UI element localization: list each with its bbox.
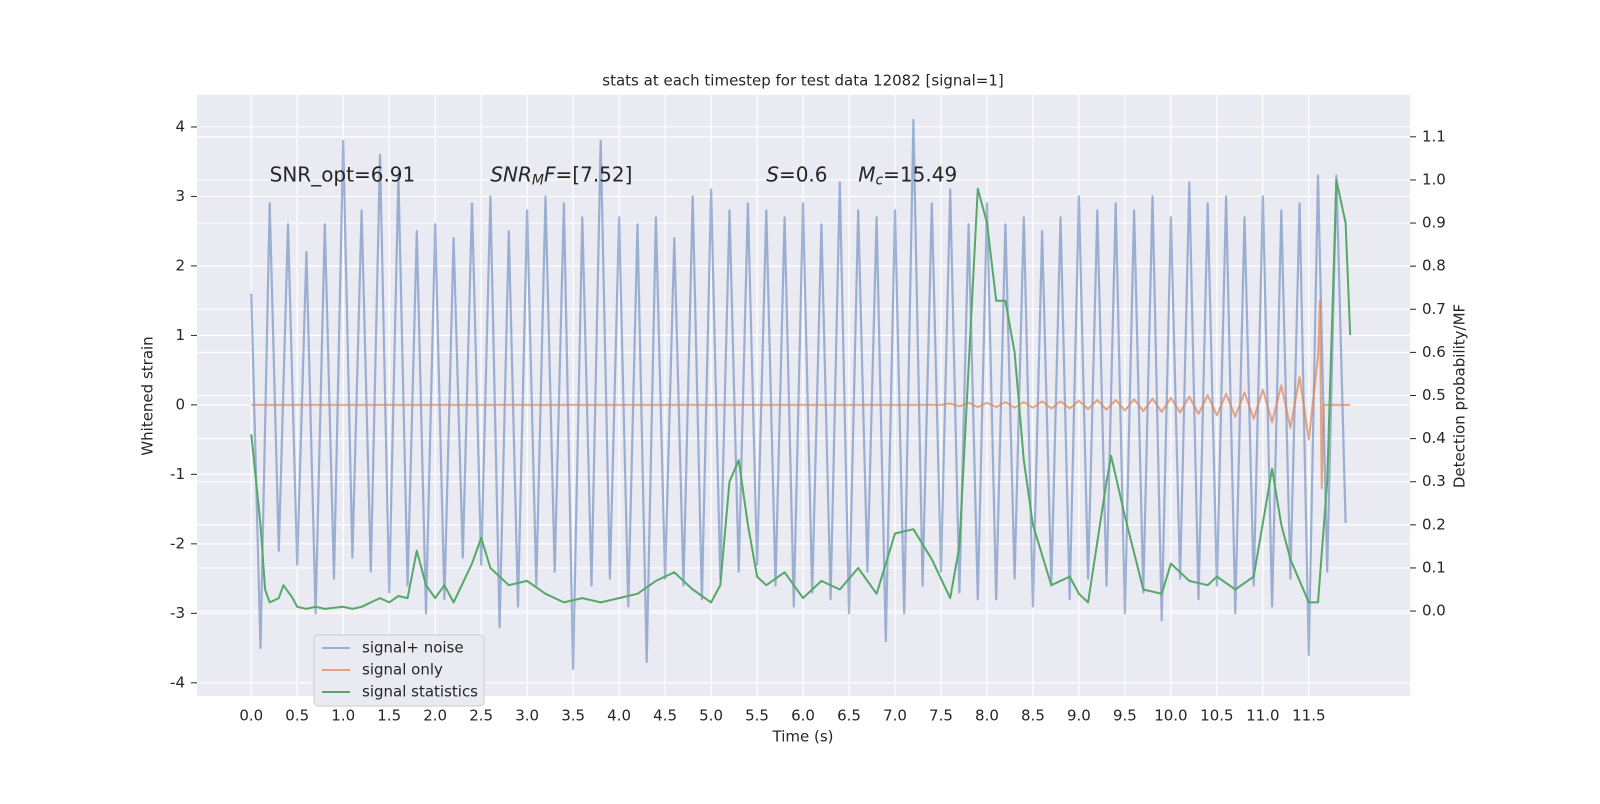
x-tick-label: 6.5 bbox=[837, 707, 861, 725]
legend-box bbox=[313, 634, 485, 707]
annotation-part: =[7.52] bbox=[556, 162, 633, 186]
x-tick-label: 1.5 bbox=[377, 707, 401, 725]
x-tick-label: 1.0 bbox=[331, 707, 355, 725]
y2-tick-label: 0.0 bbox=[1422, 602, 1446, 620]
x-tick-label: 3.0 bbox=[515, 707, 539, 725]
y2-tick-label: 0.4 bbox=[1422, 429, 1446, 447]
y-axis-label: Whitened strain bbox=[139, 336, 157, 455]
x-tick-label: 4.0 bbox=[607, 707, 631, 725]
y2-tick-label: 0.5 bbox=[1422, 386, 1446, 404]
y2-axis-label: Detection probability/MF bbox=[1451, 304, 1469, 488]
x-tick-label: 7.5 bbox=[929, 707, 953, 725]
y-tick-label: 2 bbox=[175, 256, 185, 274]
x-tick-label: 9.5 bbox=[1113, 707, 1137, 725]
x-tick-label: 11.5 bbox=[1292, 707, 1325, 725]
x-tick-label: 7.0 bbox=[883, 707, 907, 725]
x-tick-label: 10.0 bbox=[1154, 707, 1187, 725]
legend-label: signal+ noise bbox=[362, 639, 464, 657]
annotation-part: M bbox=[532, 173, 544, 189]
y2-tick-label: 0.3 bbox=[1422, 472, 1446, 490]
y-tick-label: 1 bbox=[175, 326, 185, 344]
legend-label: signal statistics bbox=[362, 683, 478, 701]
x-tick-label: 8.5 bbox=[1021, 707, 1045, 725]
x-tick-label: 10.5 bbox=[1200, 707, 1233, 725]
y-tick-label: -4 bbox=[170, 673, 185, 691]
annotation-part: M bbox=[858, 162, 875, 186]
y-tick-label: -2 bbox=[170, 534, 185, 552]
y-tick-label: -1 bbox=[170, 465, 185, 483]
x-tick-label: 2.0 bbox=[423, 707, 447, 725]
x-tick-label: 0.0 bbox=[239, 707, 263, 725]
x-tick-label: 4.5 bbox=[653, 707, 677, 725]
y-tick-label: 3 bbox=[175, 187, 185, 205]
y2-tick-label: 0.7 bbox=[1422, 300, 1446, 318]
x-tick-label: 9.0 bbox=[1067, 707, 1091, 725]
x-tick-label: 8.0 bbox=[975, 707, 999, 725]
y-tick-label: 0 bbox=[175, 395, 185, 413]
annotation-part: =15.49 bbox=[883, 162, 957, 186]
annotation-part: c bbox=[875, 173, 883, 189]
x-tick-label: 5.5 bbox=[745, 707, 769, 725]
x-tick-label: 11.0 bbox=[1246, 707, 1279, 725]
y2-tick-label: 0.9 bbox=[1422, 214, 1446, 232]
x-tick-label: 3.5 bbox=[561, 707, 585, 725]
y-tick-label: -3 bbox=[170, 604, 185, 622]
y2-tick-label: 0.2 bbox=[1422, 515, 1446, 533]
annotation: S=0.6 bbox=[766, 162, 827, 186]
annotation: SNRMF=[7.52] bbox=[490, 162, 632, 189]
series-line bbox=[251, 299, 1351, 490]
annotation-part: S bbox=[766, 162, 779, 186]
annotation-part: =0.6 bbox=[779, 162, 828, 186]
annotation-part: SNR bbox=[490, 162, 532, 186]
y2-tick-label: 0.1 bbox=[1422, 558, 1446, 576]
annotation-part: SNR_opt=6.91 bbox=[270, 162, 416, 186]
x-tick-label: 0.5 bbox=[285, 707, 309, 725]
y2-tick-label: 1.1 bbox=[1422, 127, 1446, 145]
annotation: Mc=15.49 bbox=[858, 162, 957, 189]
legend-label: signal only bbox=[362, 661, 443, 679]
annotation-part: F bbox=[544, 162, 556, 186]
x-axis-label: Time (s) bbox=[772, 728, 834, 746]
y2-tick-label: 1.0 bbox=[1422, 170, 1446, 188]
x-tick-label: 6.0 bbox=[791, 707, 815, 725]
series-line bbox=[250, 178, 1352, 610]
legend: signal+ noise signal only signal statistic… bbox=[313, 634, 485, 707]
y-tick-label: 4 bbox=[175, 117, 185, 135]
y2-tick-label: 0.6 bbox=[1422, 343, 1446, 361]
x-tick-label: 2.5 bbox=[469, 707, 493, 725]
annotation: SNR_opt=6.91 bbox=[270, 162, 416, 186]
chart-title: stats at each timestep for test data 120… bbox=[602, 72, 1003, 90]
x-tick-label: 5.0 bbox=[699, 707, 723, 725]
y2-tick-label: 0.8 bbox=[1422, 257, 1446, 275]
